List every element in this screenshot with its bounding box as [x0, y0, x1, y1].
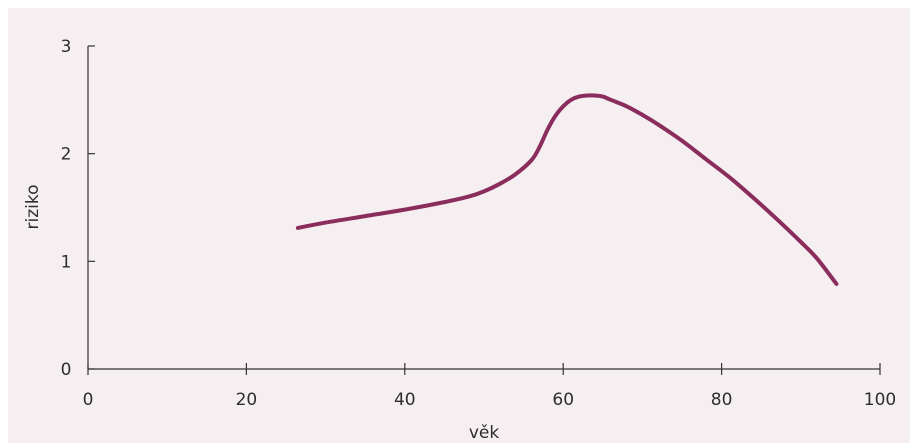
- x-tick-label: 80: [711, 390, 733, 410]
- x-tick-label: 20: [236, 390, 258, 410]
- plot-background: [8, 8, 910, 443]
- x-tick-label: 0: [83, 390, 94, 410]
- y-tick-label: 0: [61, 360, 72, 380]
- y-ticks: 0 1 2 3: [61, 37, 95, 380]
- x-axis-title: věk: [469, 423, 500, 443]
- series-group: [295, 93, 839, 286]
- x-tick-label: 40: [394, 390, 416, 410]
- x-ticks: 0 20 40 60 80 100: [83, 363, 896, 410]
- x-tick-label: 60: [552, 390, 574, 410]
- y-tick-label: 3: [61, 37, 72, 57]
- series-line-0: [295, 93, 839, 286]
- y-tick-label: 2: [61, 145, 72, 165]
- y-axis-title: riziko: [23, 185, 43, 230]
- x-tick-label: 100: [864, 390, 896, 410]
- y-tick-label: 1: [61, 252, 72, 272]
